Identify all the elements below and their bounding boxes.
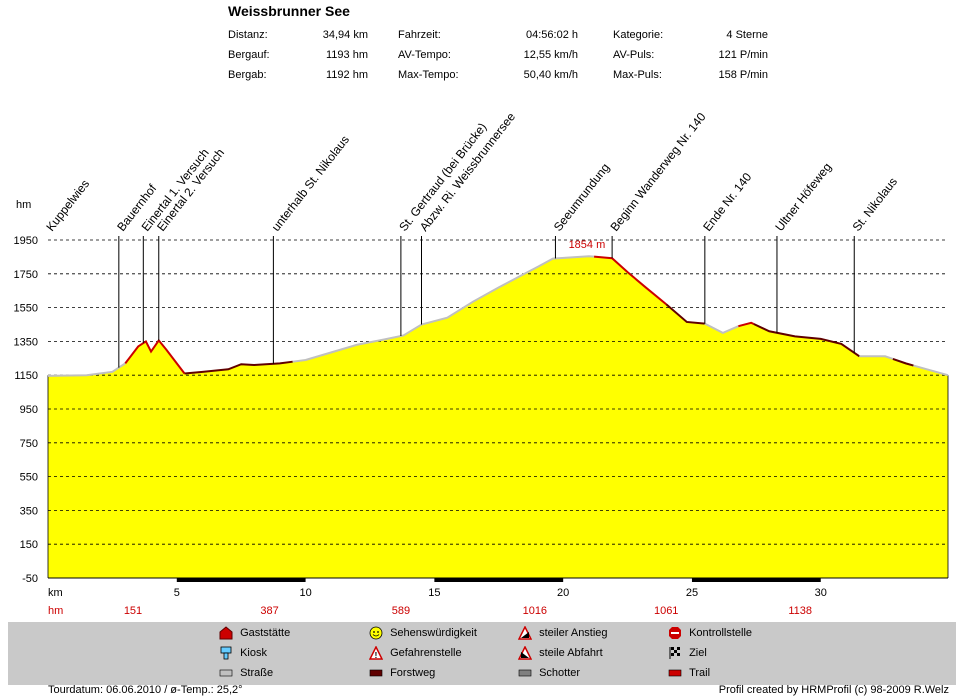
- distance-bar: [176, 578, 306, 582]
- profile-area: [48, 256, 948, 578]
- hm-row-value: 387: [260, 605, 278, 617]
- y-tick-label: 1350: [14, 336, 38, 348]
- stat-value-fahrzeit: 04:56:02 h: [526, 29, 578, 41]
- y-tick-label: 1950: [14, 235, 38, 247]
- ziel-icon: [669, 647, 680, 659]
- waypoint-label: St. Nikolaus: [850, 175, 900, 234]
- sehenswuerdigkeit-icon: [369, 626, 383, 640]
- waypoint-label: Beginn Wanderweg Nr. 140: [607, 110, 708, 234]
- x-tick-label: 30: [815, 587, 827, 599]
- x-tick-label: 20: [557, 587, 569, 599]
- stat-value-av-puls: 121 P/min: [718, 49, 768, 61]
- kontrollstelle-icon: [669, 627, 681, 639]
- max-elevation-label: 1854 m: [569, 239, 606, 251]
- strasse-icon: [219, 669, 233, 677]
- stat-label-max-puls: Max-Puls:: [613, 69, 662, 81]
- y-tick-label: 750: [20, 438, 38, 450]
- waypoint-label: Ultner Höfeweg: [772, 160, 834, 234]
- x-tick-label: 15: [428, 587, 440, 599]
- legend-item-sehenswuerdigkeit: Sehenswürdigkeit: [369, 626, 477, 640]
- profile-line-straße: [913, 364, 949, 377]
- forstweg-icon: [369, 669, 383, 677]
- y-tick-label: 350: [20, 505, 38, 517]
- elevation-chart: 1950 1750 1550 1350 1150 950 750 550 350 150 -50 hm…: [14, 110, 949, 617]
- legend-item-steiler-anstieg: steiler Anstieg: [517, 625, 608, 640]
- stat-value-max-puls: 158 P/min: [718, 69, 768, 81]
- y-tick-label: 550: [20, 472, 38, 484]
- trail-icon: [668, 669, 682, 677]
- stat-value-max-tempo: 50,40 km/h: [523, 69, 578, 81]
- x-axis-unit: km: [48, 587, 63, 599]
- x-tick-label: 25: [686, 587, 698, 599]
- hm-row-value: 1061: [654, 605, 678, 617]
- legend-item-trail: Trail: [668, 666, 710, 680]
- hm-row-unit: hm: [48, 605, 63, 617]
- stat-value-bergab: 1192 hm: [326, 69, 368, 81]
- profile-line-trail: [124, 338, 186, 375]
- stat-label-kategorie: Kategorie:: [613, 29, 664, 41]
- page-title: Weissbrunner See: [228, 3, 350, 19]
- distance-bar: [434, 578, 564, 582]
- y-tick-label: 1550: [14, 303, 38, 315]
- stat-label-av-tempo: AV-Tempo:: [398, 49, 451, 61]
- x-tick-label: 10: [299, 587, 311, 599]
- legend: Gaststätte Kiosk Straße Sehenswürdigkeit…: [8, 622, 956, 685]
- profile-line-straße: [859, 355, 894, 360]
- gaststaette-icon: [219, 626, 233, 640]
- stat-value-av-tempo: 12,55 km/h: [523, 49, 578, 61]
- stat-label-bergab: Bergab:: [228, 69, 267, 81]
- stat-label-max-tempo: Max-Tempo:: [398, 69, 459, 81]
- waypoint-label: Abzw. Ri. Weissbrunnersee: [417, 110, 518, 234]
- footer-credits: Profil created by HRMProfil (c) 98-2009 …: [718, 684, 949, 696]
- waypoint-label: St. Gertraud (bei Brücke): [396, 120, 489, 234]
- legend-item-strasse: Straße: [219, 666, 273, 680]
- profile-line-forstweg: [892, 357, 914, 367]
- profile-line-forstweg: [753, 323, 860, 358]
- profile-line-trail: [738, 321, 755, 328]
- distance-bar: [691, 578, 821, 582]
- waypoint-label: Kuppelwies: [43, 177, 92, 234]
- waypoint-label: Ende Nr. 140: [700, 170, 754, 234]
- legend-item-gefahrenstelle: ! Gefahrenstelle: [368, 645, 462, 660]
- gefahrenstelle-icon: !: [368, 645, 384, 660]
- hm-row-value: 589: [392, 605, 410, 617]
- legend-item-gaststaette: Gaststätte: [219, 626, 290, 640]
- legend-item-schotter: Schotter: [518, 666, 580, 680]
- steiler-anstieg-icon: [517, 625, 533, 640]
- footer-tour-info: Tourdatum: 06.06.2010 / ø-Temp.: 25,2°: [48, 684, 243, 696]
- schotter-icon: [518, 669, 532, 677]
- profile-line-straße: [292, 255, 595, 363]
- profile-line-trail: [593, 255, 667, 305]
- hm-row-value: 1138: [788, 605, 812, 617]
- steile-abfahrt-icon: [517, 645, 533, 660]
- stat-label-fahrzeit: Fahrzeit:: [398, 29, 441, 41]
- x-tick-label: 5: [174, 587, 180, 599]
- profile-line-straße: [704, 322, 739, 335]
- y-tick-label: 150: [20, 539, 38, 551]
- legend-item-kiosk: Kiosk: [219, 646, 267, 660]
- legend-item-ziel: Ziel: [668, 646, 707, 660]
- y-tick-label: 1150: [14, 370, 38, 382]
- waypoint-label: Seeumrundung: [551, 161, 613, 234]
- profile-line-forstweg: [184, 360, 293, 375]
- hm-row-value: 1016: [523, 605, 547, 617]
- waypoint-label: unterhalb St. Nikolaus: [269, 133, 352, 234]
- stat-label-distanz: Distanz:: [228, 29, 268, 41]
- kiosk-icon: [220, 646, 232, 660]
- stat-label-bergauf: Bergauf:: [228, 49, 270, 61]
- legend-item-forstweg: Forstweg: [369, 666, 435, 680]
- stat-value-bergauf: 1193 hm: [326, 49, 368, 61]
- hm-row-value: 151: [124, 605, 142, 617]
- stat-label-av-puls: AV-Puls:: [613, 49, 655, 61]
- y-tick-label: 950: [20, 404, 38, 416]
- legend-item-steile-abfahrt: steile Abfahrt: [517, 645, 603, 660]
- y-tick-label: 1750: [14, 269, 38, 281]
- svg-text:!: !: [375, 651, 378, 660]
- stat-value-distanz: 34,94 km: [322, 29, 368, 41]
- legend-item-kontrollstelle: Kontrollstelle: [668, 626, 752, 640]
- y-tick-label: -50: [22, 573, 38, 585]
- y-axis-unit: hm: [16, 199, 31, 211]
- stat-value-kategorie: 4 Sterne: [726, 29, 768, 41]
- profile-line-forstweg: [665, 303, 705, 325]
